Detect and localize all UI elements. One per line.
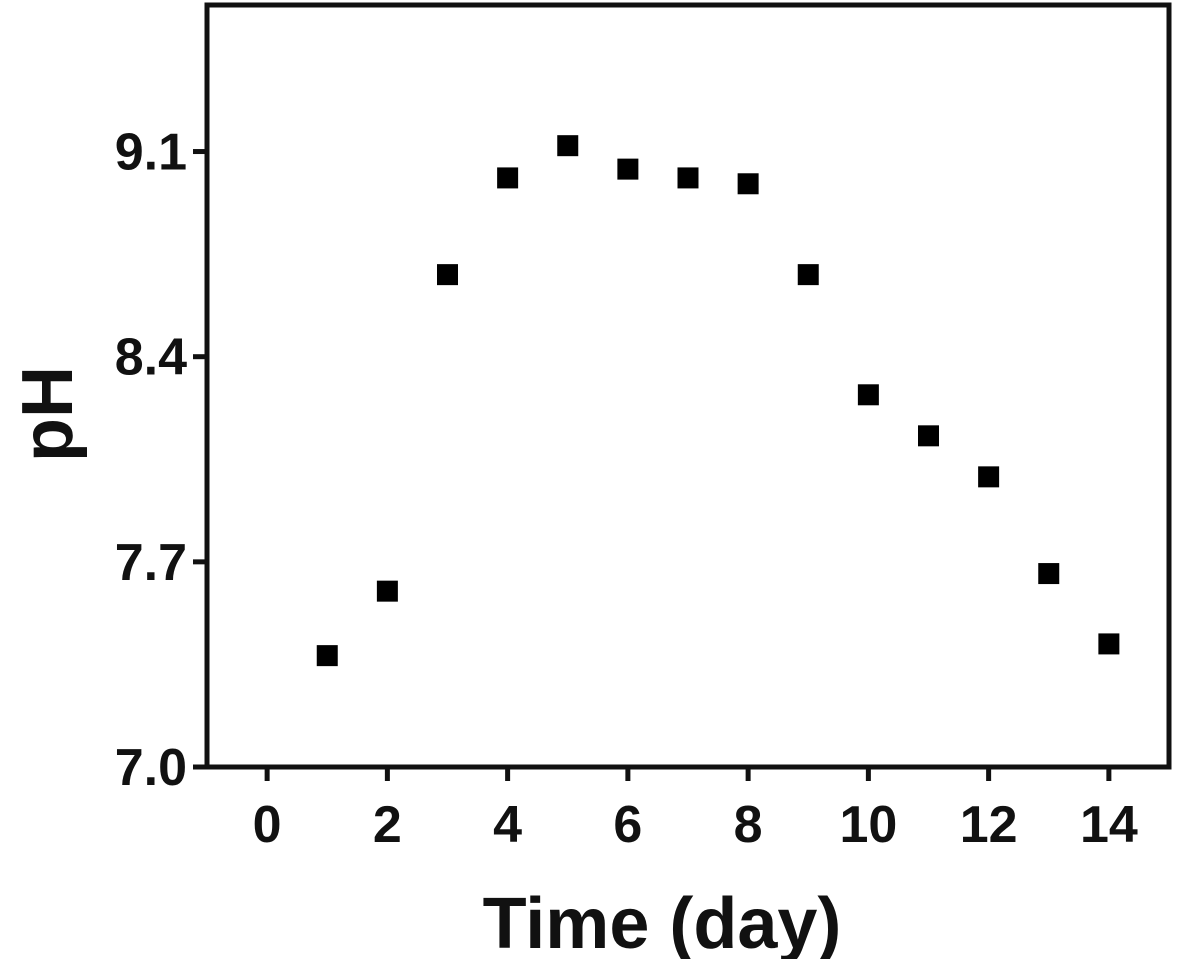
y-tick-label: 8.4: [115, 329, 187, 387]
y-tick-label: 7.7: [115, 534, 187, 592]
x-tick-label: 14: [1080, 796, 1138, 854]
data-point: [497, 167, 519, 189]
data-point: [557, 135, 579, 157]
data-point: [737, 173, 759, 195]
x-axis-title: Time (day): [483, 884, 842, 959]
plot-frame: [204, 2, 1172, 770]
data-point: [797, 264, 819, 286]
data-point: [1098, 633, 1120, 655]
data-point: [437, 264, 458, 286]
x-tick-label: 8: [734, 796, 763, 854]
data-point: [918, 425, 939, 447]
data-point: [978, 466, 1000, 488]
x-tick-label: 12: [960, 796, 1018, 854]
x-tick-label: 4: [493, 796, 522, 854]
x-tick-label: 0: [253, 796, 282, 854]
data-point: [677, 167, 699, 189]
y-axis-title: pH: [8, 366, 88, 462]
data-points: [316, 135, 1120, 667]
data-point: [316, 645, 338, 667]
x-tick-label: 6: [613, 796, 642, 854]
y-tick-label: 7.0: [115, 739, 187, 797]
data-point: [857, 384, 879, 406]
x-tick-label: 2: [373, 796, 402, 854]
y-tick-label: 9.1: [115, 124, 187, 182]
data-point: [617, 158, 639, 180]
data-point: [1038, 563, 1060, 585]
data-point: [376, 580, 398, 602]
y-axis-ticks: 7.0 7.7 8.4 9.1: [115, 124, 207, 797]
x-axis-ticks: 0 2 4 6 8 10 12 14: [253, 767, 1138, 854]
x-tick-label: 10: [839, 796, 897, 854]
